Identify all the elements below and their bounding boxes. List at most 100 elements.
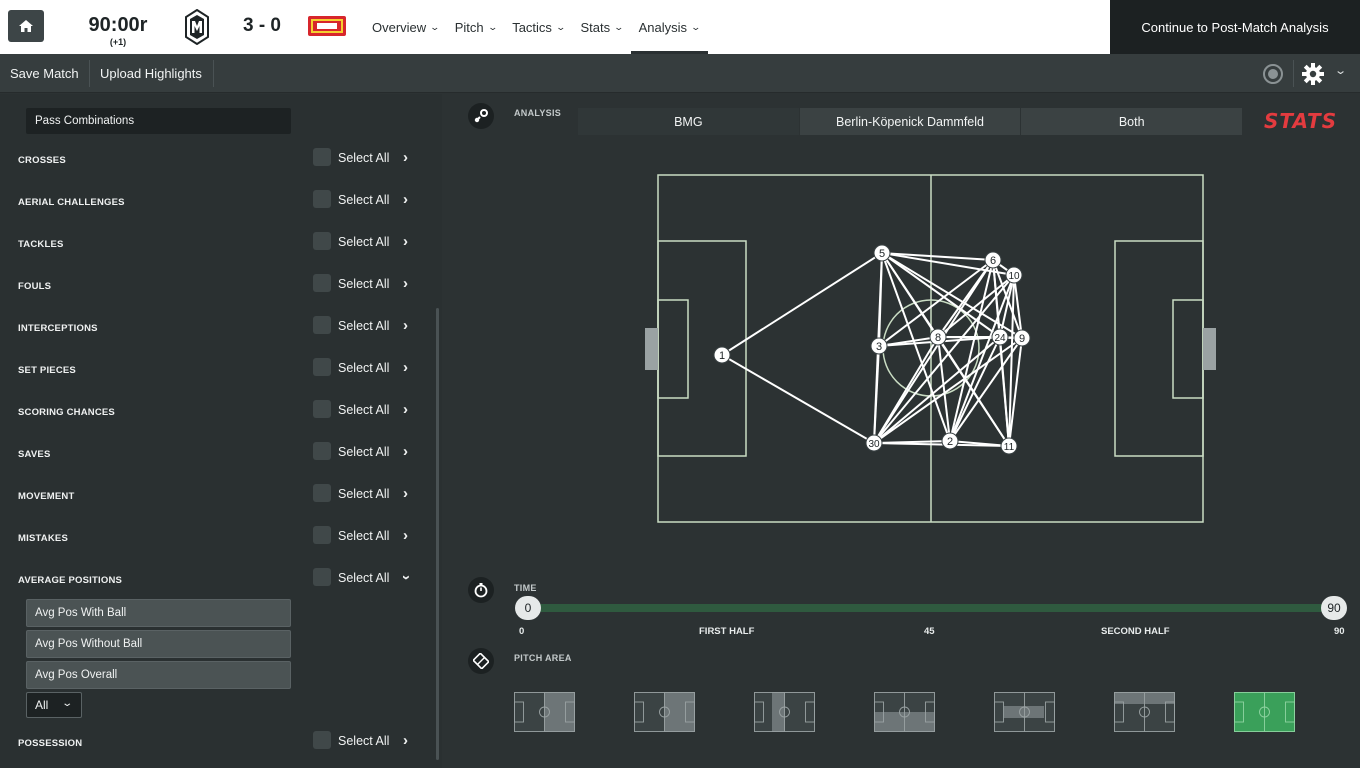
category-set-pieces[interactable]: SET PIECES Select All › [18, 358, 408, 376]
chevron-right-icon[interactable]: › [403, 732, 408, 749]
first-half-label: FIRST HALF [699, 626, 755, 637]
team-tabs: BMG Berlin-Köpenick Dammfeld Both [578, 108, 1244, 135]
category-interceptions[interactable]: INTERCEPTIONS Select All › [18, 316, 408, 334]
divider [1293, 60, 1294, 87]
category-fouls[interactable]: FOULS Select All › [18, 274, 408, 292]
player-node-9[interactable]: 9 [1013, 329, 1031, 347]
pass-line [999, 336, 1010, 447]
record-icon[interactable] [1263, 64, 1283, 84]
select-all-checkbox[interactable] [313, 484, 331, 502]
pitch-area-thumb-1[interactable] [514, 692, 575, 732]
pitch-area-thumb-5[interactable] [994, 692, 1055, 732]
pitch-area-thumb-6[interactable] [1114, 692, 1175, 732]
chevron-right-icon[interactable]: › [403, 401, 408, 418]
chevron-right-icon[interactable]: › [403, 275, 408, 292]
home-icon [19, 20, 33, 32]
pass-line [937, 336, 951, 442]
select-all-checkbox[interactable] [313, 274, 331, 292]
nav-stats[interactable]: Stats ⌄ [580, 19, 625, 35]
category-possession[interactable]: POSSESSION Select All › [18, 731, 408, 749]
player-node-3[interactable]: 3 [870, 337, 888, 355]
category-aerial-challenges[interactable]: AERIAL CHALLENGES Select All › [18, 190, 408, 208]
select-all-checkbox[interactable] [313, 400, 331, 418]
pass-line [881, 252, 1001, 338]
pitch-area-thumb-4[interactable] [874, 692, 935, 732]
save-match-button[interactable]: Save Match [10, 66, 79, 81]
select-all-checkbox[interactable] [313, 568, 331, 586]
tab-berlin-kopenick[interactable]: Berlin-Köpenick Dammfeld [799, 108, 1022, 135]
upload-highlights-button[interactable]: Upload Highlights [100, 66, 202, 81]
chevron-right-icon[interactable]: › [403, 233, 408, 250]
gear-icon[interactable] [1302, 63, 1324, 85]
tick-mid: 45 [924, 626, 935, 637]
player-number: 30 [868, 439, 880, 450]
chevron-right-icon[interactable]: › [403, 527, 408, 544]
player-node-10[interactable]: 10 [1005, 266, 1023, 284]
select-all-checkbox[interactable] [313, 731, 331, 749]
player-nodes: 1 5 3 30 8 2 6 10 24 9 11 [713, 244, 1031, 455]
tab-both[interactable]: Both [1021, 108, 1244, 135]
category-average-positions[interactable]: AVERAGE POSITIONS Select All › [0, 568, 430, 605]
category-scoring-chances[interactable]: SCORING CHANCES Select All › [18, 400, 408, 418]
nav-pitch[interactable]: Pitch ⌄ [454, 19, 498, 35]
chevron-right-icon[interactable]: › [403, 149, 408, 166]
added-time: (+1) [109, 37, 127, 47]
selected-filter[interactable]: Pass Combinations [26, 108, 291, 134]
pitch-area-thumb-2[interactable] [634, 692, 695, 732]
player-node-30[interactable]: 30 [865, 434, 883, 452]
chevron-down-icon[interactable]: › [398, 575, 415, 580]
category-movement[interactable]: MOVEMENT Select All › [18, 484, 408, 502]
chevron-right-icon[interactable]: › [403, 191, 408, 208]
player-node-5[interactable]: 5 [873, 244, 891, 262]
avg-pos-with-ball-button[interactable]: Avg Pos With Ball [26, 599, 291, 627]
select-all-checkbox[interactable] [313, 358, 331, 376]
player-node-1[interactable]: 1 [713, 346, 731, 364]
chevron-right-icon[interactable]: › [403, 485, 408, 502]
tab-bmg[interactable]: BMG [578, 108, 800, 135]
nav-analysis[interactable]: Analysis ⌄ [630, 0, 708, 54]
select-all-checkbox[interactable] [313, 442, 331, 460]
pass-line [949, 336, 1001, 442]
category-crosses[interactable]: CROSSES Select All › [18, 148, 408, 166]
category-tackles[interactable]: TACKLES Select All › [18, 232, 408, 250]
pitch-area-thumb-3[interactable] [754, 692, 815, 732]
player-node-8[interactable]: 8 [929, 328, 947, 346]
time-start-handle[interactable]: 0 [515, 596, 541, 620]
pitch-area-thumb-7[interactable] [1234, 692, 1295, 732]
pass-line [873, 259, 994, 444]
select-all-checkbox[interactable] [313, 232, 331, 250]
chevron-right-icon[interactable]: › [403, 317, 408, 334]
player-node-6[interactable]: 6 [984, 251, 1002, 269]
select-all-checkbox[interactable] [313, 190, 331, 208]
player-number: 2 [947, 436, 953, 448]
time-end-handle[interactable]: 90 [1321, 596, 1347, 620]
player-number: 5 [879, 248, 885, 260]
avg-pos-without-ball-button[interactable]: Avg Pos Without Ball [26, 630, 291, 658]
player-node-11[interactable]: 11 [1000, 437, 1018, 455]
select-all-checkbox[interactable] [313, 526, 331, 544]
scrollbar[interactable] [436, 308, 439, 760]
pass-line [949, 440, 1010, 447]
stopwatch-icon [468, 577, 494, 603]
chevron-right-icon[interactable]: › [403, 443, 408, 460]
category-saves[interactable]: SAVES Select All › [18, 442, 408, 460]
nav-tactics[interactable]: Tactics ⌄ [512, 19, 566, 35]
chevron-right-icon[interactable]: › [403, 359, 408, 376]
time-range-slider[interactable] [528, 604, 1334, 612]
player-node-2[interactable]: 2 [941, 432, 959, 450]
pass-line [881, 252, 994, 261]
continue-button[interactable]: Continue to Post-Match Analysis [1110, 0, 1360, 54]
pass-line [881, 252, 951, 442]
pitch-area-label: PITCH AREA [514, 653, 572, 663]
pass-line [937, 259, 994, 338]
player-number: 9 [1019, 333, 1025, 345]
select-all-checkbox[interactable] [313, 148, 331, 166]
select-all-checkbox[interactable] [313, 316, 331, 334]
nav-overview[interactable]: Overview ⌄ [372, 19, 441, 35]
home-button[interactable] [8, 10, 44, 42]
player-node-24[interactable]: 24 [991, 328, 1009, 346]
category-mistakes[interactable]: MISTAKES Select All › [18, 526, 408, 544]
player-filter-select[interactable]: All ⌄ [26, 692, 82, 718]
chevron-down-icon[interactable]: ⌄ [1334, 65, 1348, 77]
avg-pos-overall-button[interactable]: Avg Pos Overall [26, 661, 291, 689]
